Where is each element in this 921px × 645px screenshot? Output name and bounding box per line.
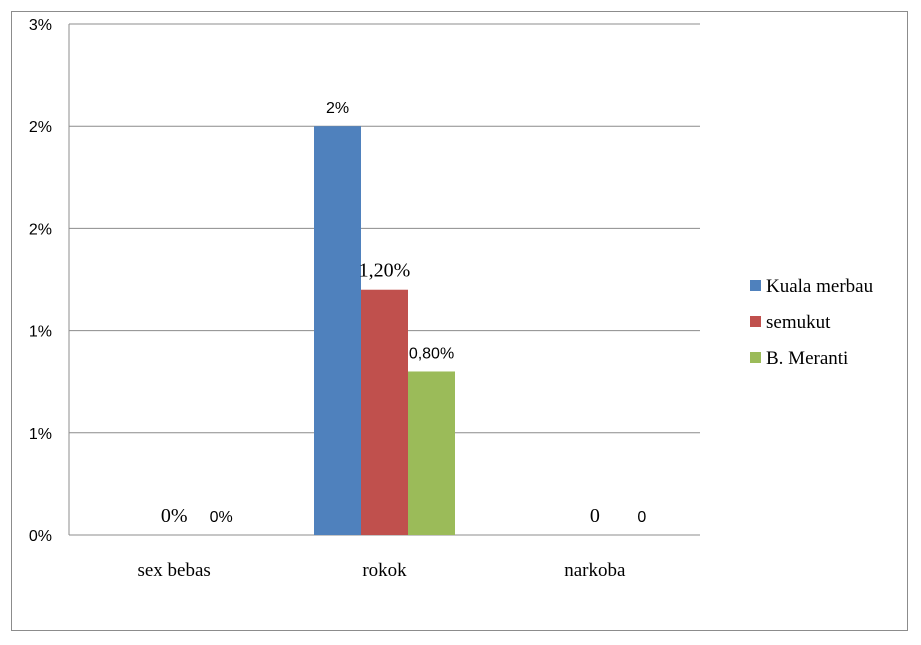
data-label: 1,20%: [359, 260, 411, 282]
data-label: 2%: [326, 100, 349, 117]
bar-semukut: [361, 289, 408, 535]
data-label: 0,80%: [409, 345, 454, 362]
y-tick-label: 2%: [29, 119, 52, 136]
y-tick-label: 1%: [29, 426, 52, 443]
data-label: 0: [637, 509, 646, 526]
legend-entry: B. Meranti: [766, 348, 848, 369]
legend-swatch: [750, 280, 761, 291]
x-tick-label: sex bebas: [137, 560, 210, 581]
legend-entry: semukut: [766, 312, 831, 333]
y-tick-label: 1%: [29, 324, 52, 341]
data-label: 0: [590, 505, 600, 527]
legend-swatch: [750, 352, 761, 363]
y-tick-label: 2%: [29, 221, 52, 238]
data-label: 0%: [161, 505, 188, 527]
legend-entry: Kuala merbau: [766, 276, 874, 297]
y-tick-label: 3%: [29, 17, 52, 34]
y-tick-label: 0%: [29, 528, 52, 545]
data-label: 0%: [210, 509, 233, 526]
legend-swatch: [750, 316, 761, 327]
x-tick-label: narkoba: [564, 560, 626, 581]
x-tick-label: rokok: [362, 560, 407, 581]
bar-b-meranti: [408, 371, 455, 535]
bar-kuala-merbau: [314, 126, 361, 535]
